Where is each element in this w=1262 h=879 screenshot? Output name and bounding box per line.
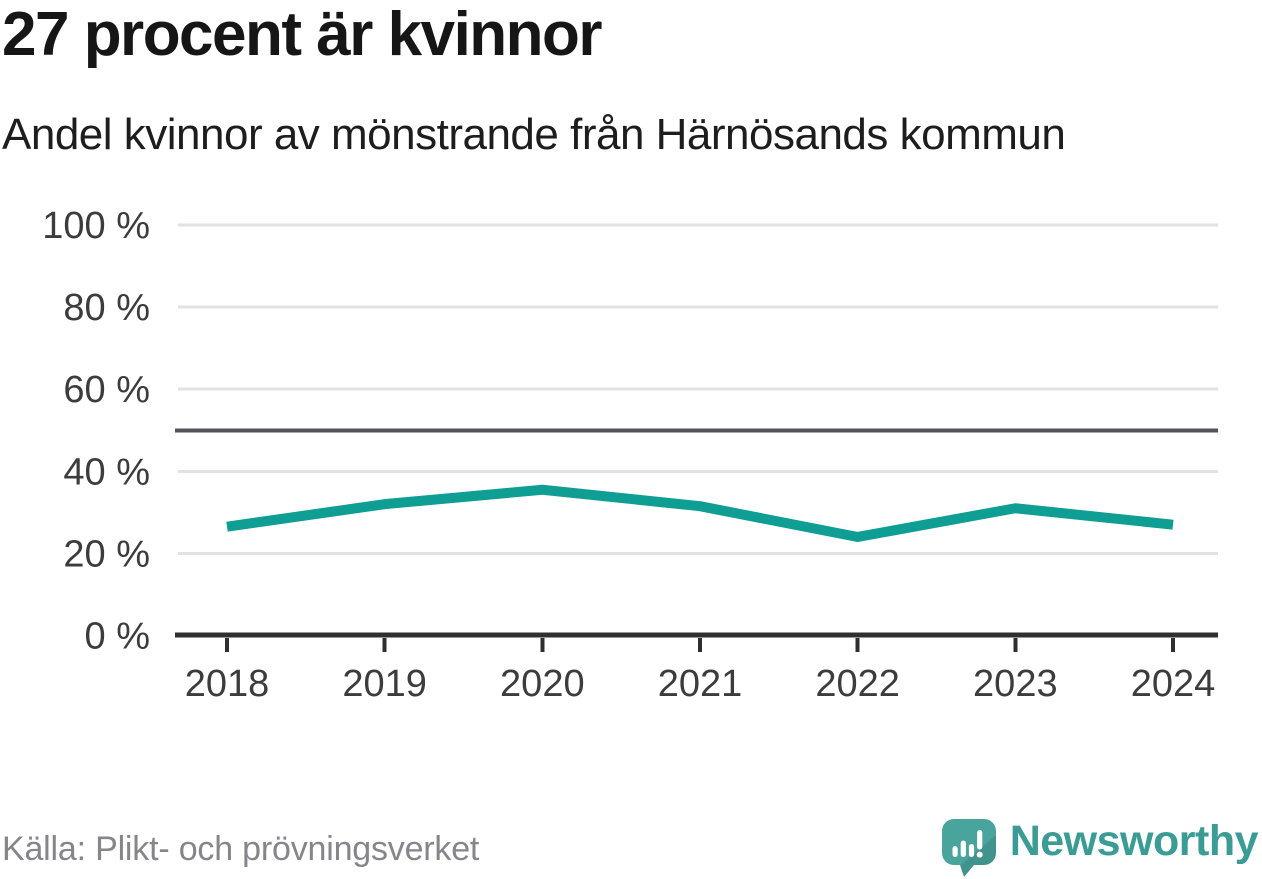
brand-block: Newsworthy: [941, 817, 1259, 877]
x-axis-tick-label: 2020: [500, 663, 585, 705]
y-axis-tick-label: 100 %: [42, 205, 150, 247]
x-axis-tick-label: 2018: [185, 663, 270, 705]
source-caption: Källa: Plikt- och prövningsverket: [2, 830, 480, 868]
x-axis-tick-label: 2024: [1131, 663, 1216, 705]
data-line: [226, 484, 1174, 542]
chart-subtitle: Andel kvinnor av mönstrande från Härnösa…: [2, 110, 1066, 160]
x-axis-tick-label: 2019: [342, 663, 427, 705]
x-axis-tick-label: 2022: [815, 663, 900, 705]
y-axis-tick-label: 40 %: [63, 451, 150, 493]
chart-headline: 27 procent är kvinnor: [2, 0, 603, 69]
y-axis-tick-label: 0 %: [85, 616, 150, 658]
chart-header: 27 procent är kvinnor Andel kvinnor av m…: [2, 0, 1262, 159]
y-axis-tick-label: 80 %: [63, 287, 150, 329]
y-axis-tick-label: 60 %: [63, 369, 150, 411]
x-axis-tick-label: 2023: [973, 663, 1058, 705]
line-chart: 2018 2019 2020 2021 2022 2023 2024 100 % 80 % 60 …: [42, 205, 1218, 705]
y-axis-tick-label: 20 %: [63, 533, 150, 575]
brand-wordmark: Newsworthy: [1009, 817, 1259, 865]
x-axis-tick-label: 2021: [658, 663, 743, 705]
newsworthy-logo: [941, 819, 996, 877]
logo-bars-icon: [952, 830, 983, 858]
